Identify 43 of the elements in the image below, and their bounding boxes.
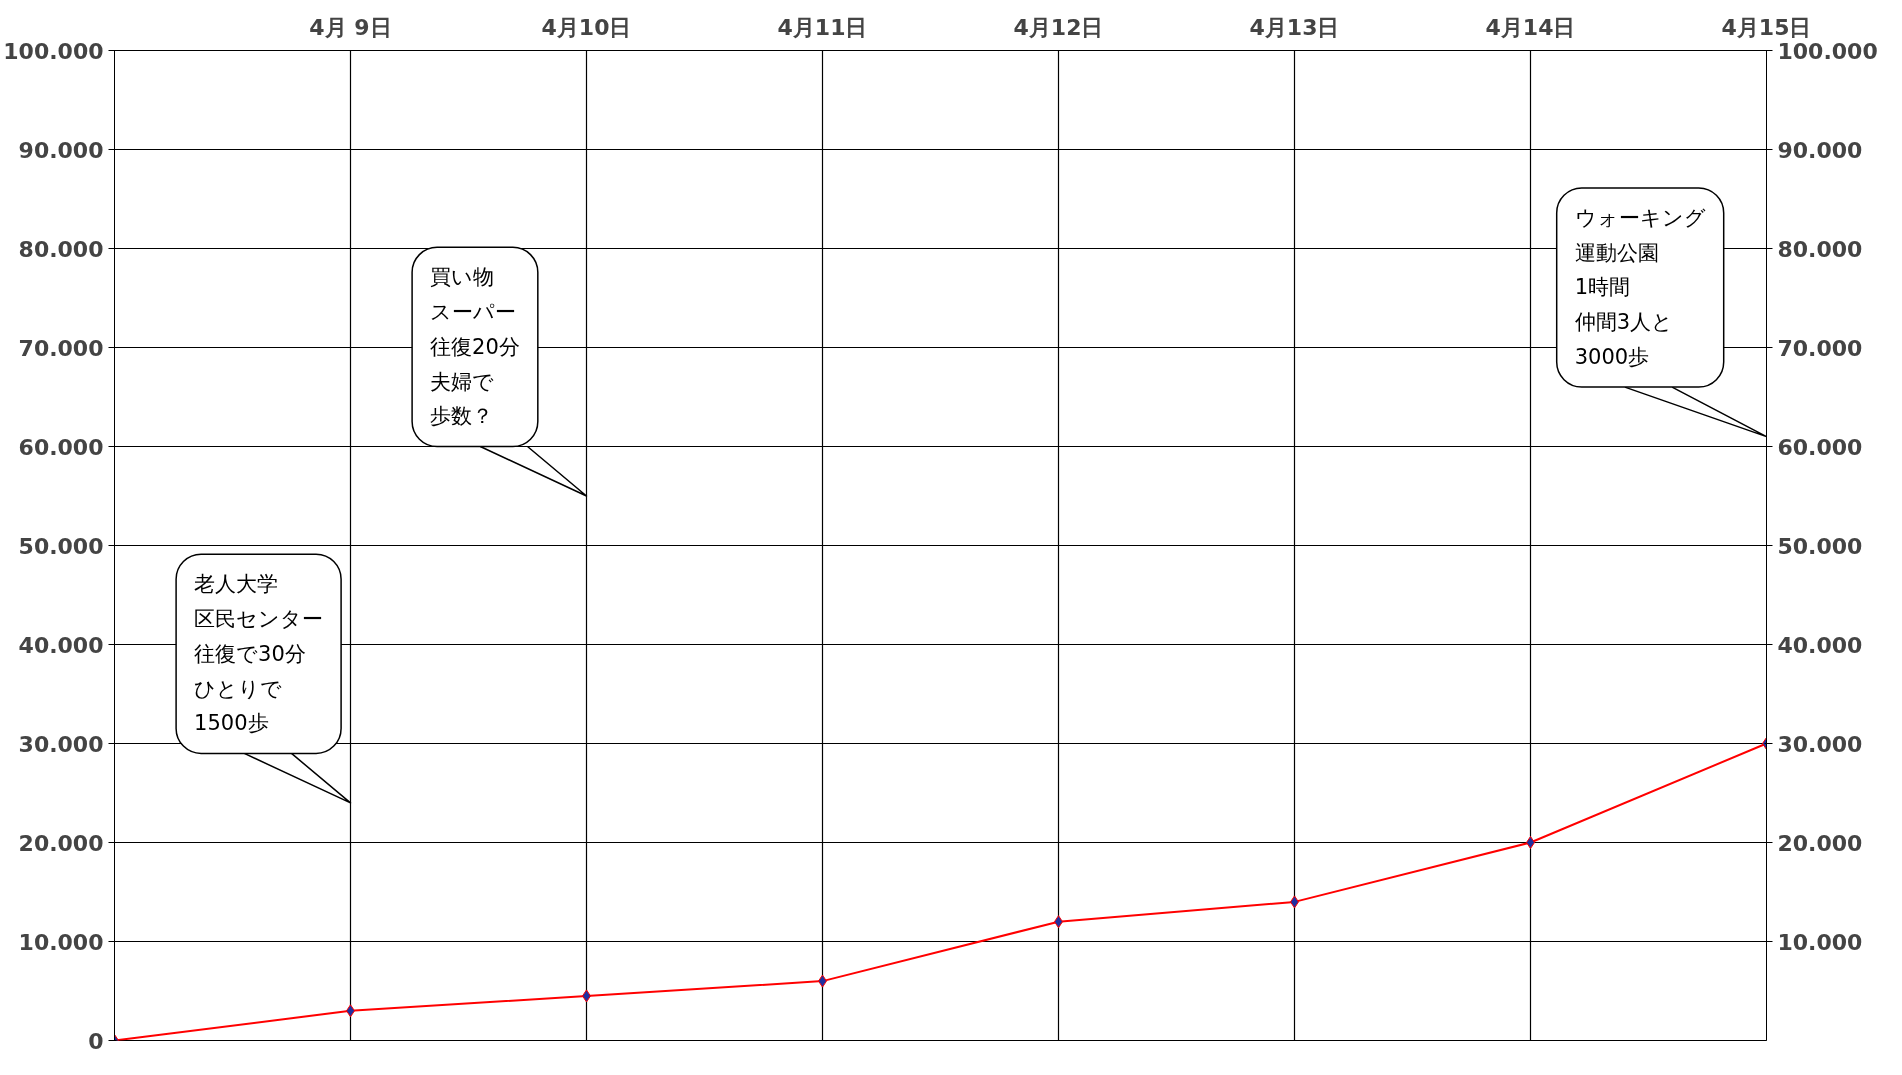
y2-tick-label: 80.000 (1777, 236, 1863, 262)
x-tick-label: 4月14日 (1485, 14, 1576, 40)
x-tick-label: 4月15日 (1721, 14, 1812, 40)
annotation: 往復20分 (430, 334, 520, 359)
x-tick-label: 4月 9日 (309, 14, 392, 40)
x-tick-label: 4月13日 (1249, 14, 1340, 40)
annotation: 歩数？ (430, 404, 494, 429)
y-tick-label: 0 (88, 1028, 104, 1054)
y2-tick-label: 40.000 (1777, 632, 1863, 658)
x-tick-label: 4月11日 (777, 14, 868, 40)
y-tick-label: 80.000 (18, 236, 104, 262)
y2-tick-label: 70.000 (1777, 335, 1863, 361)
y2-tick-label: 100.000 (1777, 38, 1878, 64)
annotation: スーパー (430, 300, 517, 325)
annotation: 夫婦で (430, 369, 495, 394)
y-tick-label: 70.000 (18, 335, 104, 361)
x-tick-label: 4月10日 (541, 14, 632, 40)
y-tick-label: 40.000 (18, 632, 104, 658)
annotation: 老人大学 (194, 572, 279, 597)
annotation: 区民センター (194, 607, 324, 631)
annotation: 仲間3人と (1574, 310, 1674, 335)
x-tick-label: 4月12日 (1013, 14, 1104, 40)
annotation: ウォーキング (1574, 205, 1706, 230)
y-tick-label: 20.000 (18, 830, 104, 856)
y2-tick-label: 30.000 (1777, 731, 1863, 757)
annotation: 買い物 (430, 265, 495, 290)
y-tick-label: 90.000 (18, 137, 104, 163)
y-tick-label: 30.000 (18, 731, 104, 757)
y2-tick-label: 10.000 (1777, 929, 1863, 955)
annotation: 1500歩 (194, 711, 269, 736)
y-tick-label: 100.000 (3, 38, 104, 64)
annotation: 運動公園 (1574, 240, 1659, 265)
y-tick-label: 50.000 (18, 533, 104, 559)
annotation: 往復で30分 (194, 641, 306, 666)
y-tick-label: 60.000 (18, 434, 104, 460)
y2-tick-label: 90.000 (1777, 137, 1863, 163)
y2-tick-label: 60.000 (1777, 434, 1863, 460)
annotation: 1時間 (1574, 275, 1631, 300)
y2-tick-label: 50.000 (1777, 533, 1863, 559)
y2-tick-label: 20.000 (1777, 830, 1863, 856)
annotation: 3000歩 (1574, 345, 1650, 370)
y-tick-label: 10.000 (18, 929, 104, 955)
annotation: ひとりで (194, 676, 283, 701)
